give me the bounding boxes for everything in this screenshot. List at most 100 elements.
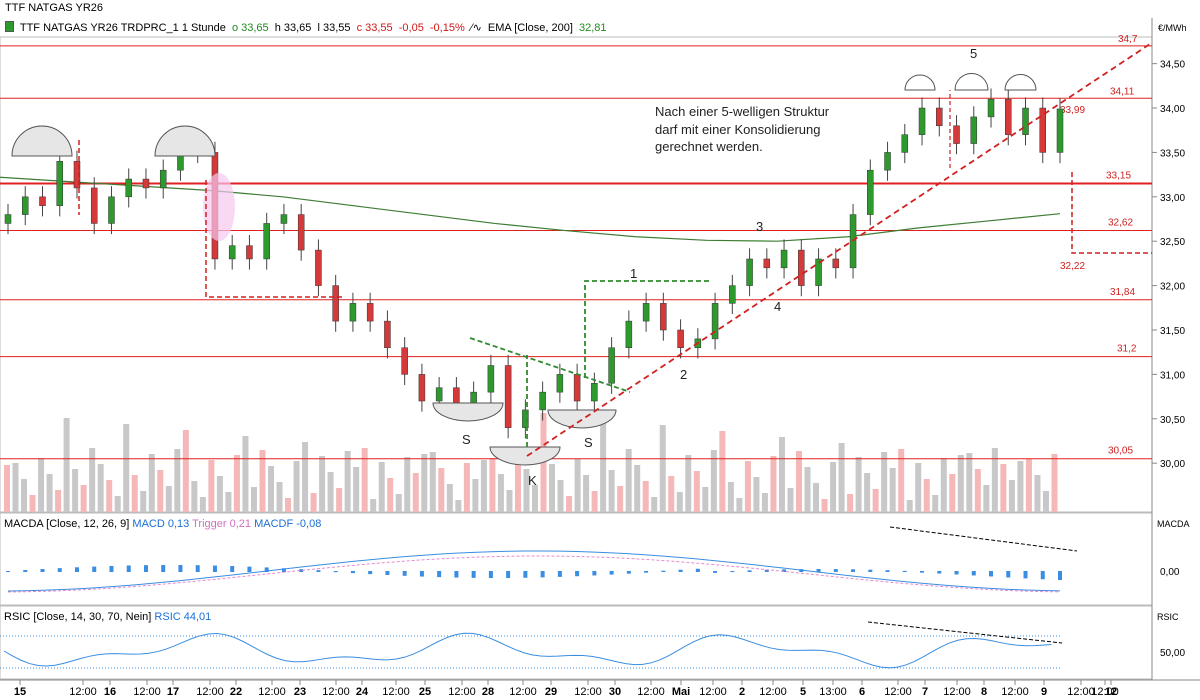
macd-bar (333, 571, 338, 573)
macd-bar (868, 569, 873, 572)
volume-bar (778, 437, 785, 512)
highlight-ellipse (203, 173, 235, 241)
volume-bar (208, 460, 215, 512)
volume-bar (736, 498, 743, 512)
candle-body (763, 258, 771, 269)
open-value: o 33,65 (231, 22, 269, 34)
macd-bar (764, 569, 769, 572)
macd-bar (212, 565, 217, 572)
price-tick-label: 30,50 (1160, 415, 1185, 426)
candle-body (798, 249, 805, 286)
breakout-projection (584, 280, 710, 378)
macd-zero-tick: 0,00 (1160, 567, 1180, 578)
top-arc-5c (1004, 74, 1037, 91)
volume-bar (523, 469, 530, 512)
x-tick-label: 12:00 (69, 686, 97, 698)
macd-bar (626, 571, 631, 574)
volume-bar (719, 431, 726, 512)
volume-bar (412, 473, 419, 512)
ema-icon: ⁄∿ (470, 22, 482, 34)
volume-bar (1000, 464, 1007, 512)
candle-body (522, 409, 529, 428)
volume-bar (387, 478, 394, 512)
rsi-unit: RSIC (1157, 612, 1179, 622)
volume-bar (259, 450, 266, 512)
candle-body (401, 347, 408, 375)
change-pct-value: -0,15% (429, 22, 465, 34)
rsi-line (3, 632, 1052, 669)
macd-line (7, 550, 1061, 592)
macd-bar (971, 571, 976, 576)
macd-label: MACDA [Close, 12, 26, 9] MACD 0,13 Trigg… (4, 518, 321, 530)
volume-bar (165, 486, 172, 512)
volume-bar (29, 495, 36, 512)
volume-bar (55, 490, 62, 512)
candle-body (228, 245, 236, 260)
macd-bar (747, 570, 752, 572)
candle-body (246, 245, 253, 260)
volume-bar (855, 457, 862, 512)
volume-bar (421, 454, 428, 512)
macd-bar (178, 565, 183, 572)
price-tick-label: 33,50 (1160, 148, 1185, 159)
volume-bar (157, 470, 164, 512)
macd-bar (644, 571, 649, 573)
candle-body (366, 303, 374, 322)
volume-bar (787, 488, 794, 512)
volume-bar (174, 449, 181, 512)
candle-body (39, 196, 46, 206)
macd-bar (299, 569, 304, 572)
volume-bar (906, 500, 913, 512)
volume-bar (1042, 491, 1049, 512)
price-tick-label: 30,00 (1160, 459, 1185, 470)
volume-bar (1034, 475, 1041, 512)
macd-bar (247, 566, 252, 572)
target-projection-left (205, 180, 345, 298)
volume-bar (668, 476, 675, 512)
level-label: 32,62 (1108, 218, 1133, 229)
volume-bar (625, 449, 632, 512)
macd-bar (782, 569, 787, 572)
volume-bar (600, 419, 607, 512)
x-tick-label: 24 (356, 686, 369, 698)
candle-body (660, 303, 667, 331)
volume-bar (106, 480, 113, 512)
volume-bar (693, 471, 700, 512)
volume-bar (872, 489, 879, 512)
x-tick-label: 9 (1041, 686, 1047, 698)
macd-bar (920, 571, 925, 573)
volume-bar (472, 479, 479, 512)
macd-bar (264, 567, 269, 572)
price-panel (0, 36, 1153, 513)
macd-bar (471, 571, 476, 578)
volume-bar (438, 468, 445, 512)
volume-bar (199, 497, 206, 512)
volume-bar (710, 450, 717, 512)
macd-bar (402, 571, 407, 576)
candle-body (487, 365, 495, 393)
macd-bar (281, 568, 286, 572)
volume-bar (327, 472, 334, 512)
volume-bar (727, 482, 734, 512)
price-tick-label: 31,00 (1160, 370, 1185, 381)
macd-bar (730, 571, 735, 573)
price-legend: TTF NATGAS YR26 TRDPRC_1 1 Stunde o 33,6… (5, 21, 610, 34)
head-label: K (528, 473, 537, 488)
candle-body (953, 125, 960, 144)
volume-bar (830, 462, 837, 512)
target-projection-right (1071, 172, 1152, 254)
macd-bar (23, 570, 28, 572)
x-tick-label: 12:00 (884, 686, 912, 698)
candle-body (4, 214, 12, 224)
shoulder-left-label: S (462, 432, 471, 447)
volume-bar (991, 448, 998, 512)
x-tick-label: 12:00 (258, 686, 286, 698)
level-label: 34,7 (1118, 34, 1138, 45)
wave-4-label: 4 (774, 299, 781, 314)
macd-bar (661, 570, 666, 572)
level-label: 31,84 (1110, 287, 1135, 298)
price-tick-label: 33,00 (1160, 193, 1185, 204)
candle-body (591, 383, 598, 402)
volume-bar (761, 493, 768, 512)
macd-bar (954, 571, 959, 575)
